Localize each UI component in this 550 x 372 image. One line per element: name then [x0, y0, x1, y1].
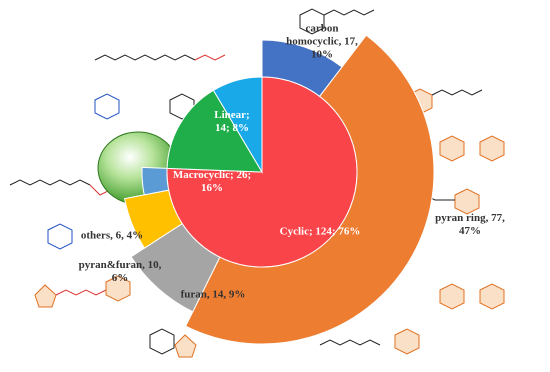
molecule	[194, 54, 226, 61]
molecule	[479, 283, 505, 310]
data-label: pyran ring, 77, 47%	[435, 212, 505, 237]
molecule	[94, 54, 196, 61]
molecule	[319, 339, 381, 346]
data-label: pyran&furan, 10, 6%	[78, 259, 162, 284]
molecule	[55, 289, 107, 296]
molecule	[94, 93, 120, 120]
data-label: Cyclic; 124; 76%	[279, 225, 361, 238]
ring-segment	[141, 166, 170, 196]
molecule	[479, 135, 505, 162]
data-label: Macrocyclic; 26; 16%	[172, 169, 252, 194]
molecule	[454, 188, 480, 215]
molecule	[439, 283, 465, 310]
pie-slice	[166, 89, 263, 173]
molecule	[149, 328, 175, 355]
data-label: furan, 14, 9%	[180, 288, 246, 301]
data-label: carbon homocyclic, 17, 10%	[286, 22, 358, 61]
molecule	[34, 284, 57, 308]
data-label: others, 6, 4%	[80, 229, 144, 242]
data-label: Linear; 14; 8%	[214, 109, 250, 134]
molecule	[431, 89, 483, 96]
molecule	[105, 275, 131, 302]
molecule	[439, 135, 465, 162]
molecule	[299, 8, 325, 35]
molecule	[9, 179, 91, 186]
molecule	[174, 334, 197, 358]
molecule	[323, 9, 375, 16]
molecule	[47, 223, 73, 250]
molecule	[394, 328, 420, 355]
pie-slice	[212, 76, 263, 174]
